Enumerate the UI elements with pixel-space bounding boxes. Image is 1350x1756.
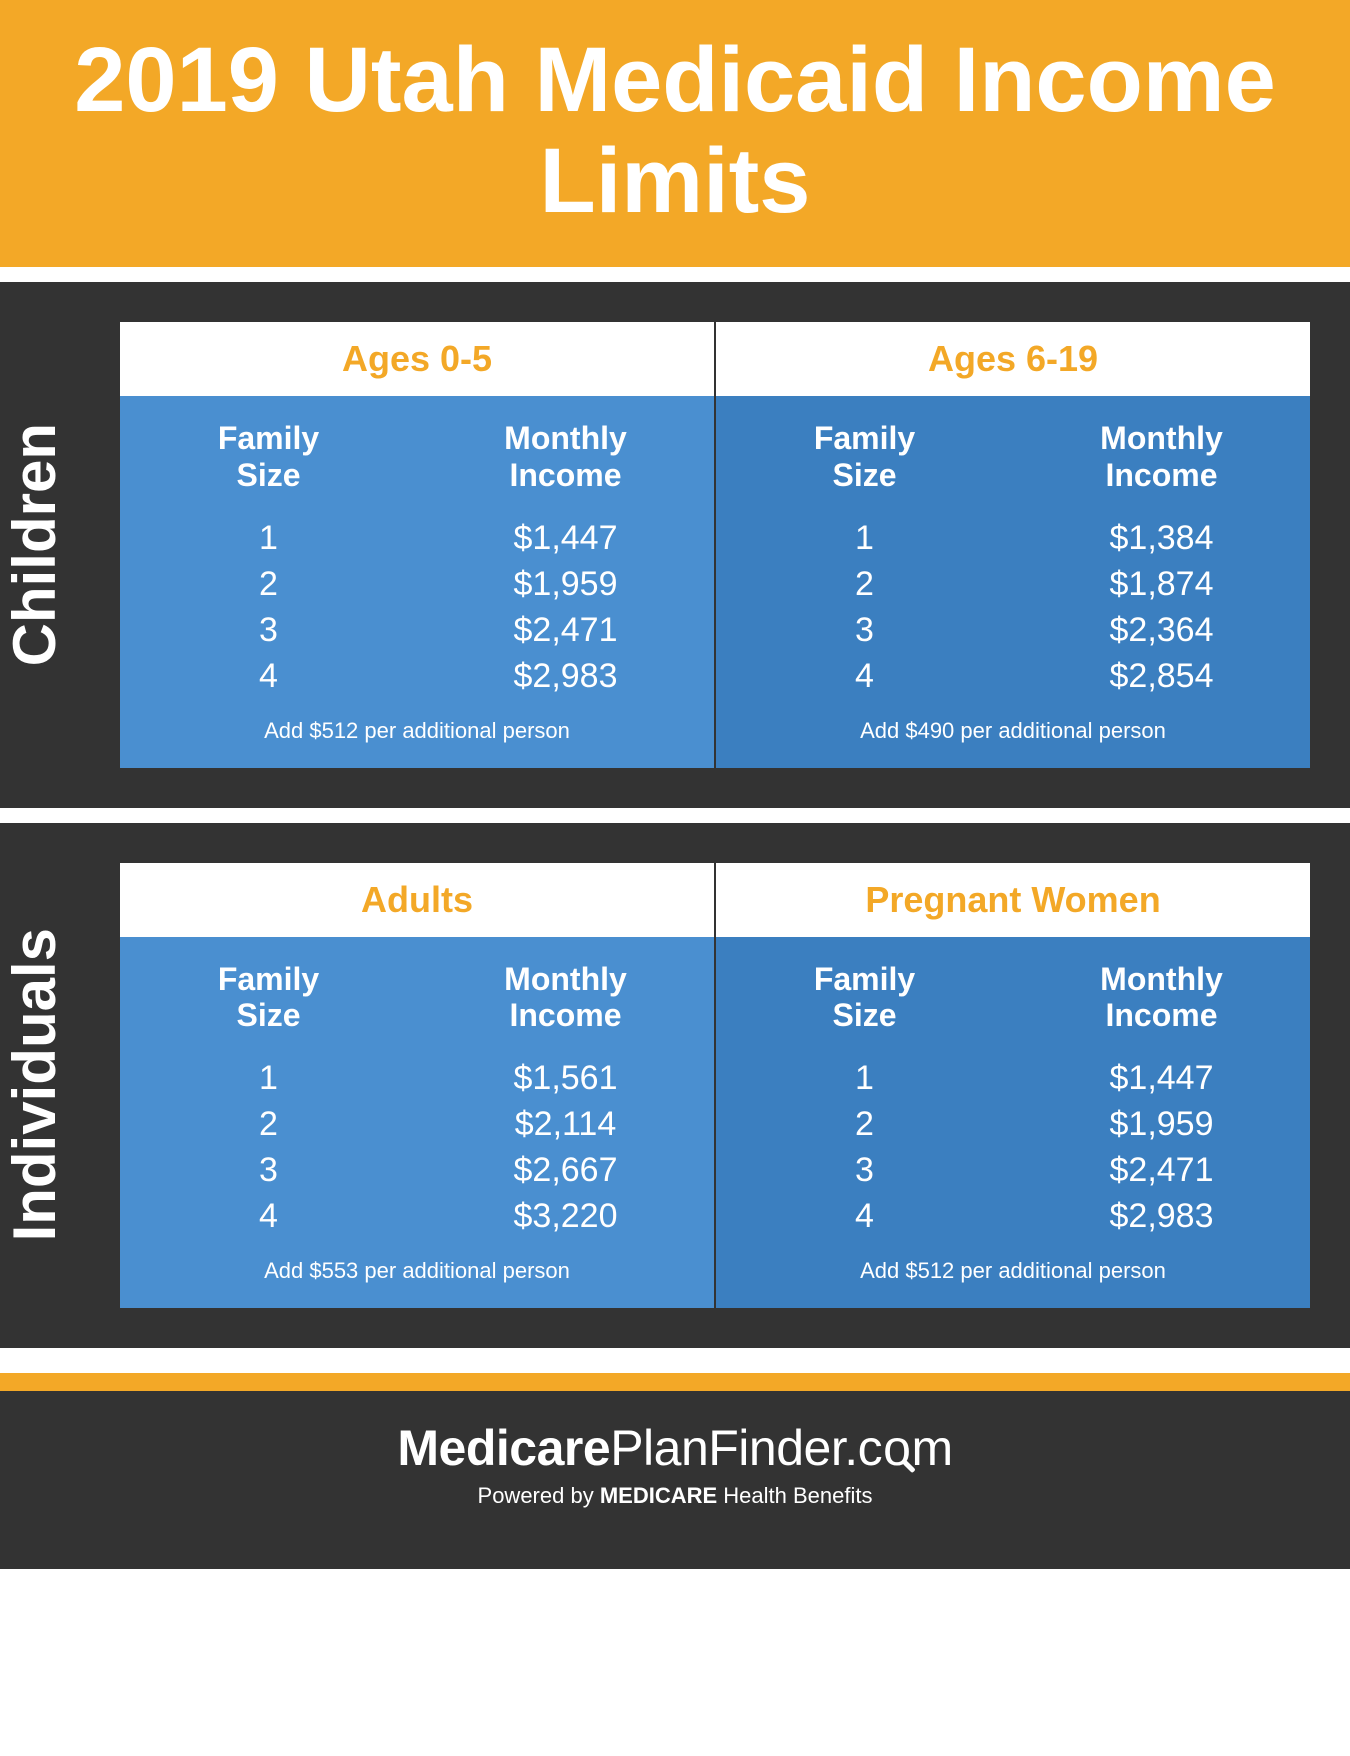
cell: 1 — [120, 1056, 417, 1102]
col-family-size: FamilySize — [716, 961, 1013, 1035]
tagline-bold: MEDICARE — [600, 1483, 717, 1508]
cell: 3 — [120, 1148, 417, 1194]
column-headers: FamilySize MonthlyIncome — [716, 961, 1310, 1035]
brand-part2: PlanFinder.c — [610, 1419, 882, 1477]
brand-logo: MedicarePlanFinder.com — [397, 1419, 952, 1477]
brand-part1: Medicare — [397, 1419, 610, 1477]
page-title: 2019 Utah Medicaid Income Limits — [20, 30, 1330, 232]
incomes-col: $1,447 $1,959 $2,471 $2,983 — [1013, 1056, 1310, 1240]
individuals-tables: Adults FamilySize MonthlyIncome 1 2 3 4 … — [120, 863, 1310, 1308]
sizes-col: 1 2 3 4 — [716, 516, 1013, 700]
panel-label-individuals: Individuals — [0, 928, 120, 1241]
incomes-col: $1,561 $2,114 $2,667 $3,220 — [417, 1056, 714, 1240]
cell: $2,667 — [417, 1148, 714, 1194]
panel-children: Children Ages 0-5 FamilySize MonthlyInco… — [0, 282, 1350, 807]
table-body: FamilySize MonthlyIncome 1 2 3 4 $1,384 … — [716, 396, 1310, 767]
table-rows: 1 2 3 4 $1,561 $2,114 $2,667 $3,220 — [120, 1056, 714, 1240]
table-header: Ages 0-5 — [120, 322, 714, 396]
col-family-size: FamilySize — [716, 420, 1013, 494]
divider-bar — [0, 1373, 1350, 1391]
cell: $2,983 — [1013, 1194, 1310, 1240]
table-body: FamilySize MonthlyIncome 1 2 3 4 $1,447 … — [120, 396, 714, 767]
cell: 1 — [716, 1056, 1013, 1102]
cell: $2,471 — [417, 608, 714, 654]
children-tables: Ages 0-5 FamilySize MonthlyIncome 1 2 3 … — [120, 322, 1310, 767]
col-monthly-income: MonthlyIncome — [417, 961, 714, 1035]
column-headers: FamilySize MonthlyIncome — [120, 961, 714, 1035]
cell: $1,959 — [417, 562, 714, 608]
col-monthly-income: MonthlyIncome — [1013, 420, 1310, 494]
cell: $2,364 — [1013, 608, 1310, 654]
column-headers: FamilySize MonthlyIncome — [716, 420, 1310, 494]
col-monthly-income: MonthlyIncome — [417, 420, 714, 494]
cell: 4 — [120, 1194, 417, 1240]
cell: $1,447 — [1013, 1056, 1310, 1102]
panel-individuals: Individuals Adults FamilySize MonthlyInc… — [0, 823, 1350, 1348]
cell: 4 — [120, 654, 417, 700]
table-footer: Add $512 per additional person — [716, 1240, 1310, 1288]
cell: 1 — [120, 516, 417, 562]
cell: $1,561 — [417, 1056, 714, 1102]
cell: $2,983 — [417, 654, 714, 700]
table-pregnant-women: Pregnant Women FamilySize MonthlyIncome … — [716, 863, 1310, 1308]
cell: 3 — [716, 608, 1013, 654]
tagline-prefix: Powered by — [478, 1483, 600, 1508]
incomes-col: $1,384 $1,874 $2,364 $2,854 — [1013, 516, 1310, 700]
cell: 2 — [716, 562, 1013, 608]
cell: 2 — [716, 1102, 1013, 1148]
cell: $1,384 — [1013, 516, 1310, 562]
cell: $1,874 — [1013, 562, 1310, 608]
table-ages-6-19: Ages 6-19 FamilySize MonthlyIncome 1 2 3… — [716, 322, 1310, 767]
incomes-col: $1,447 $1,959 $2,471 $2,983 — [417, 516, 714, 700]
table-body: FamilySize MonthlyIncome 1 2 3 4 $1,447 … — [716, 937, 1310, 1308]
cell: $2,114 — [417, 1102, 714, 1148]
cell: 2 — [120, 562, 417, 608]
cell: $2,471 — [1013, 1148, 1310, 1194]
cell: $3,220 — [417, 1194, 714, 1240]
col-family-size: FamilySize — [120, 961, 417, 1035]
cell: 1 — [716, 516, 1013, 562]
col-monthly-income: MonthlyIncome — [1013, 961, 1310, 1035]
cell: $2,854 — [1013, 654, 1310, 700]
sizes-col: 1 2 3 4 — [120, 1056, 417, 1240]
brand-part3: m — [911, 1419, 952, 1477]
table-body: FamilySize MonthlyIncome 1 2 3 4 $1,561 … — [120, 937, 714, 1308]
brand-tagline: Powered by MEDICARE Health Benefits — [0, 1483, 1350, 1509]
magnifier-icon: o — [883, 1419, 910, 1477]
table-rows: 1 2 3 4 $1,384 $1,874 $2,364 $2,854 — [716, 516, 1310, 700]
cell: $1,447 — [417, 516, 714, 562]
cell: 4 — [716, 654, 1013, 700]
cell: 2 — [120, 1102, 417, 1148]
panel-label-children: Children — [0, 423, 120, 666]
cell: 3 — [716, 1148, 1013, 1194]
sizes-col: 1 2 3 4 — [120, 516, 417, 700]
footer-banner: MedicarePlanFinder.com Powered by MEDICA… — [0, 1391, 1350, 1569]
table-rows: 1 2 3 4 $1,447 $1,959 $2,471 $2,983 — [716, 1056, 1310, 1240]
table-ages-0-5: Ages 0-5 FamilySize MonthlyIncome 1 2 3 … — [120, 322, 714, 767]
table-header: Adults — [120, 863, 714, 937]
col-family-size: FamilySize — [120, 420, 417, 494]
cell: $1,959 — [1013, 1102, 1310, 1148]
table-header: Pregnant Women — [716, 863, 1310, 937]
table-rows: 1 2 3 4 $1,447 $1,959 $2,471 $2,983 — [120, 516, 714, 700]
table-footer: Add $553 per additional person — [120, 1240, 714, 1288]
table-adults: Adults FamilySize MonthlyIncome 1 2 3 4 … — [120, 863, 714, 1308]
sizes-col: 1 2 3 4 — [716, 1056, 1013, 1240]
column-headers: FamilySize MonthlyIncome — [120, 420, 714, 494]
tagline-suffix: Health Benefits — [717, 1483, 872, 1508]
cell: 4 — [716, 1194, 1013, 1240]
table-footer: Add $512 per additional person — [120, 700, 714, 748]
title-banner: 2019 Utah Medicaid Income Limits — [0, 0, 1350, 267]
cell: 3 — [120, 608, 417, 654]
table-header: Ages 6-19 — [716, 322, 1310, 396]
table-footer: Add $490 per additional person — [716, 700, 1310, 748]
